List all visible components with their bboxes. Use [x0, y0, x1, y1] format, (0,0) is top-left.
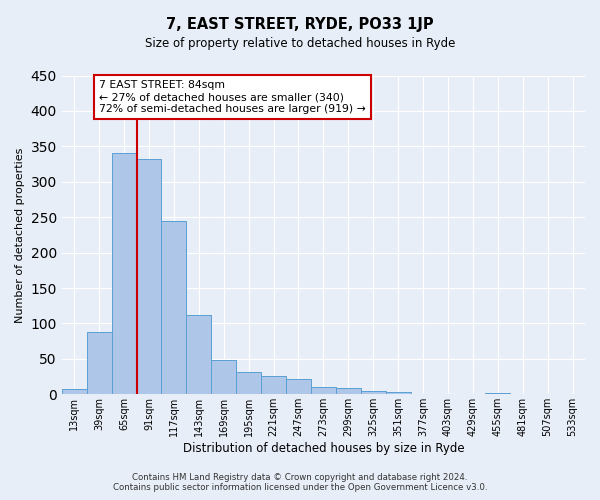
- Bar: [311, 387, 336, 394]
- Y-axis label: Number of detached properties: Number of detached properties: [15, 147, 25, 322]
- Text: 7 EAST STREET: 84sqm
← 27% of detached houses are smaller (340)
72% of semi-deta: 7 EAST STREET: 84sqm ← 27% of detached h…: [99, 80, 366, 114]
- Text: Size of property relative to detached houses in Ryde: Size of property relative to detached ho…: [145, 38, 455, 51]
- Bar: [137, 159, 161, 394]
- Bar: [386, 392, 410, 394]
- Bar: [236, 372, 261, 394]
- Bar: [485, 393, 510, 394]
- Bar: [261, 376, 286, 394]
- Bar: [187, 315, 211, 394]
- Bar: [286, 378, 311, 394]
- Bar: [211, 360, 236, 394]
- X-axis label: Distribution of detached houses by size in Ryde: Distribution of detached houses by size …: [182, 442, 464, 455]
- Bar: [112, 154, 137, 394]
- Bar: [62, 390, 87, 394]
- Bar: [87, 332, 112, 394]
- Text: Contains HM Land Registry data © Crown copyright and database right 2024.
Contai: Contains HM Land Registry data © Crown c…: [113, 473, 487, 492]
- Bar: [336, 388, 361, 394]
- Bar: [161, 220, 187, 394]
- Text: 7, EAST STREET, RYDE, PO33 1JP: 7, EAST STREET, RYDE, PO33 1JP: [166, 18, 434, 32]
- Bar: [361, 390, 386, 394]
